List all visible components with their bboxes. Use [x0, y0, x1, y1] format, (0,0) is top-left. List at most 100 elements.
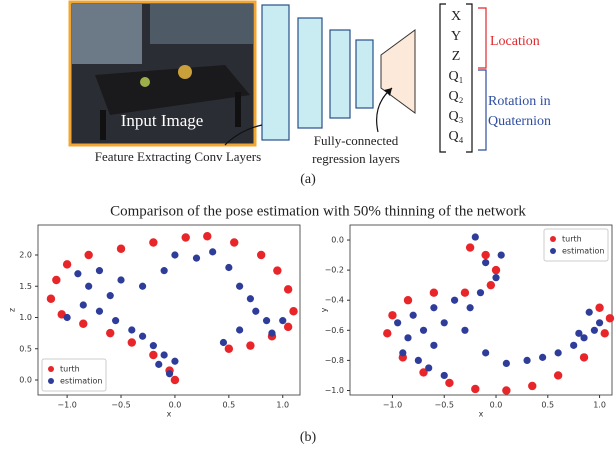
point: [420, 327, 427, 334]
point: [128, 326, 135, 333]
x-axis-label: x: [167, 410, 172, 419]
y-tick-label: 2.0: [19, 251, 32, 260]
point: [555, 349, 562, 356]
point: [482, 349, 489, 356]
point: [445, 379, 453, 387]
y-tick-label: 0.5: [19, 344, 32, 353]
legend-marker: [48, 378, 54, 384]
y-tick-label: 0.0: [331, 236, 344, 245]
point: [502, 386, 510, 394]
point: [149, 351, 157, 359]
legend-label: turth: [562, 235, 582, 244]
point: [171, 358, 178, 365]
point: [268, 330, 275, 337]
conv-layers: [262, 5, 373, 140]
point: [47, 295, 55, 303]
point: [112, 317, 119, 324]
point: [230, 238, 238, 246]
point: [273, 266, 281, 274]
output-entry: Q₂: [449, 89, 464, 104]
point: [166, 370, 173, 377]
point: [383, 329, 391, 337]
output-entry: Q₁: [449, 69, 464, 84]
x-tick-label: 0.5: [222, 401, 235, 410]
point: [466, 243, 474, 251]
point: [586, 309, 593, 316]
fc-label: Fully-connected: [314, 133, 399, 148]
y-tick-label: 0.0: [19, 376, 32, 385]
x-axis-label: x: [479, 410, 484, 419]
fc-label: regression layers: [312, 151, 400, 166]
point: [477, 289, 484, 296]
legend-label: estimation: [60, 377, 102, 386]
point: [128, 338, 136, 346]
point: [404, 334, 411, 341]
figure: Input Image Feature Extracting Conv Laye…: [0, 0, 616, 456]
point: [425, 364, 432, 371]
caption: (a): [300, 172, 316, 187]
point: [570, 342, 577, 349]
point: [503, 360, 510, 367]
point: [79, 320, 87, 328]
point: [139, 333, 146, 340]
point: [193, 255, 200, 262]
point: [203, 232, 211, 240]
point: [471, 385, 479, 393]
point: [84, 251, 92, 259]
caption: (b): [300, 430, 317, 445]
point: [591, 327, 598, 334]
point: [225, 345, 233, 353]
y-tick-label: −0.6: [325, 326, 344, 335]
x-tick-label: −1.0: [57, 401, 76, 410]
point: [155, 361, 162, 368]
point: [161, 267, 168, 274]
point: [107, 292, 114, 299]
point: [492, 274, 499, 281]
point: [596, 319, 603, 326]
x-tick-label: 1.0: [276, 401, 289, 410]
output-entry: Z: [452, 49, 461, 64]
x-tick-label: −1.0: [383, 401, 402, 410]
point: [171, 251, 178, 258]
x-tick-label: −0.5: [435, 401, 454, 410]
point: [430, 342, 437, 349]
point: [472, 233, 479, 240]
point: [539, 354, 546, 361]
point: [595, 304, 603, 312]
location-bracket: [478, 8, 486, 68]
point: [64, 314, 71, 321]
output-entry: Q₃: [449, 109, 464, 124]
point: [441, 319, 448, 326]
point: [257, 251, 265, 259]
point: [289, 307, 297, 315]
x-tick-label: −0.5: [111, 401, 130, 410]
conv-label: Feature Extracting Conv Layers: [95, 149, 261, 164]
point: [85, 283, 92, 290]
point: [482, 259, 489, 266]
point: [554, 371, 562, 379]
output-entry: Y: [451, 29, 461, 44]
point: [182, 233, 190, 241]
point: [487, 281, 495, 289]
point: [461, 327, 468, 334]
point: [575, 330, 582, 337]
location-label: Location: [490, 34, 540, 49]
point: [74, 270, 81, 277]
x-tick-label: 1.0: [593, 401, 606, 410]
point: [106, 329, 114, 337]
point: [284, 285, 292, 293]
rotation-label: Quaternion: [488, 114, 551, 129]
point: [399, 349, 406, 356]
output-entry: X: [451, 9, 461, 24]
x-tick-label: 0.0: [490, 401, 503, 410]
point: [139, 283, 146, 290]
y-tick-label: −1.0: [325, 386, 344, 395]
point: [246, 341, 254, 349]
point: [580, 353, 588, 361]
output-entry: Q₄: [449, 129, 464, 144]
legend-marker: [48, 366, 54, 372]
point: [467, 304, 474, 311]
figure-title: Comparison of the pose estimation with 5…: [110, 203, 526, 219]
rotation-bracket: [478, 70, 486, 150]
